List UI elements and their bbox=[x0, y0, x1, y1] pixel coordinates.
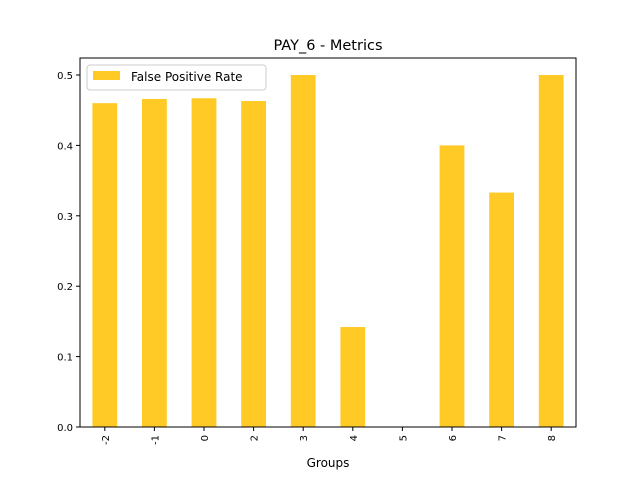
x-tick-label: 7 bbox=[498, 435, 509, 441]
y-tick-label: 0.5 bbox=[57, 71, 73, 82]
y-tick-label: 0.3 bbox=[57, 212, 73, 223]
bar-3 bbox=[290, 75, 316, 427]
axes-frame bbox=[79, 57, 577, 428]
x-tick-label: 0 bbox=[200, 435, 211, 441]
legend-label: False Positive Rate bbox=[131, 70, 243, 84]
chart-title: PAY_6 - Metrics bbox=[273, 38, 382, 54]
bar-0 bbox=[191, 98, 217, 428]
legend-swatch bbox=[93, 71, 120, 80]
x-tick-label: 8 bbox=[547, 435, 558, 441]
bar--1 bbox=[142, 98, 167, 427]
bar-7 bbox=[489, 192, 514, 427]
bar-4 bbox=[340, 327, 366, 427]
legend-box bbox=[86, 64, 267, 91]
x-tick-label: 6 bbox=[448, 435, 459, 441]
legend: False Positive Rate bbox=[86, 64, 267, 91]
bar-6 bbox=[439, 145, 465, 427]
y-tick-label: 0.2 bbox=[57, 282, 73, 293]
y-tick-label: 0.4 bbox=[57, 141, 73, 152]
y-tick-label: 0.0 bbox=[57, 423, 73, 434]
x-axis-label: Groups bbox=[307, 456, 350, 470]
x-tick-label: 5 bbox=[398, 435, 409, 441]
x-tick-label: 2 bbox=[250, 435, 261, 441]
bar-8 bbox=[538, 75, 564, 427]
x-tick-label: 4 bbox=[349, 435, 360, 441]
x-tick-label: -2 bbox=[101, 435, 112, 445]
x-tick-label: 3 bbox=[299, 435, 310, 441]
y-tick-label: 0.1 bbox=[57, 353, 73, 364]
bar--2 bbox=[92, 103, 118, 427]
bar-2 bbox=[241, 101, 266, 427]
x-tick-label: -1 bbox=[150, 435, 161, 445]
